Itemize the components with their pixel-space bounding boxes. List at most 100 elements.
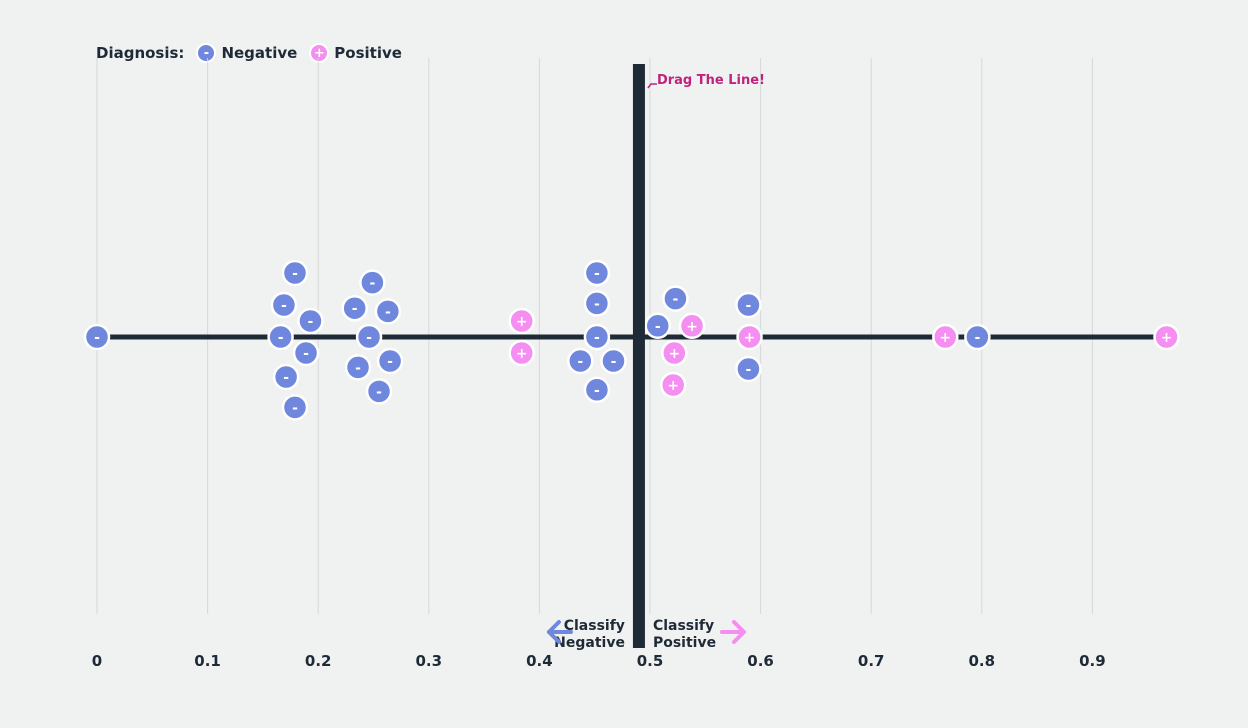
negative-point: - (735, 355, 762, 383)
minus-icon: - (387, 354, 393, 370)
point-marker (365, 378, 393, 405)
minus-icon: - (385, 304, 391, 320)
negative-point: - (344, 354, 372, 381)
negative-point: - (267, 323, 294, 351)
point-marker (292, 339, 320, 367)
plus-icon: + (686, 319, 698, 335)
point-marker (678, 312, 706, 340)
plus-icon: + (516, 346, 528, 362)
minus-icon: - (673, 292, 679, 308)
minus-icon: - (366, 330, 372, 346)
x-tick-label: 0.9 (1079, 652, 1106, 670)
point-marker (270, 291, 298, 319)
negative-point: - (600, 347, 627, 375)
point-marker (508, 307, 535, 335)
threshold-group[interactable]: Drag The Line!ClassifyNegativeClassifyPo… (546, 64, 765, 651)
x-tick-label: 0.8 (969, 652, 996, 670)
minus-icon: - (303, 346, 309, 362)
negative-point: - (365, 378, 393, 405)
positive-point: + (508, 339, 535, 367)
minus-icon: - (655, 319, 661, 335)
negative-point: - (359, 269, 386, 296)
legend-negative-label: Negative (221, 44, 298, 62)
legend-item-negative: - Negative (196, 43, 297, 63)
minus-icon: - (594, 266, 600, 282)
point-marker (932, 323, 959, 351)
classify-positive-label: Positive (653, 635, 716, 651)
positive-point: + (508, 307, 535, 335)
point-marker (736, 323, 763, 351)
point-marker (661, 339, 688, 367)
threshold-line[interactable] (632, 64, 645, 648)
positive-point: + (1153, 323, 1180, 351)
positive-point: + (661, 339, 688, 367)
negative-point: - (292, 339, 320, 367)
arrow-right-icon (719, 620, 746, 644)
negative-point: - (964, 323, 991, 351)
minus-icon: - (974, 330, 980, 346)
negative-point: - (662, 285, 689, 312)
point-marker (735, 355, 762, 383)
negative-point: - (83, 323, 111, 351)
point-marker (344, 354, 372, 381)
point-marker (376, 347, 404, 375)
point-marker (341, 294, 368, 322)
classify-negative-label: Negative (554, 635, 625, 651)
plus-icon: + (667, 378, 679, 394)
point-marker (374, 298, 402, 325)
point-marker (583, 323, 611, 351)
x-tick-label: 0.1 (194, 652, 221, 670)
point-marker (735, 291, 762, 319)
negative-point: - (281, 394, 309, 421)
negative-point: - (735, 291, 762, 319)
point-marker (583, 290, 611, 317)
x-tick-label: 0.6 (747, 652, 774, 670)
negative-point: - (583, 323, 611, 351)
positive-symbol-icon: + (309, 43, 330, 63)
legend-title: Diagnosis: (96, 44, 185, 62)
plus-icon: + (744, 330, 756, 346)
point-marker (567, 347, 594, 375)
point-marker (662, 285, 689, 312)
data-points: ---------- --------- -------++++++ + + (83, 259, 1180, 421)
x-tick-label: 0 (92, 652, 102, 670)
plus-icon: + (516, 314, 528, 330)
positive-point: + (659, 371, 687, 399)
drag-the-line-label: Drag The Line! (657, 73, 765, 88)
minus-icon: - (746, 298, 752, 314)
point-marker (1153, 323, 1180, 351)
negative-point: - (644, 312, 671, 340)
point-marker (583, 259, 611, 287)
point-marker (600, 347, 627, 375)
negative-point: - (374, 298, 402, 325)
point-marker (267, 323, 294, 351)
negative-point: - (297, 307, 324, 335)
minus-icon: - (94, 330, 100, 346)
point-marker (644, 312, 671, 340)
x-tick-label: 0.2 (305, 652, 332, 670)
negative-point: - (583, 259, 611, 287)
minus-icon: - (352, 301, 358, 317)
point-marker (281, 394, 309, 421)
positive-point: + (678, 312, 706, 340)
negative-point: - (567, 347, 594, 375)
negative-point: - (583, 376, 611, 404)
minus-icon: - (281, 298, 287, 314)
minus-icon: - (292, 400, 298, 416)
negative-point: - (341, 294, 368, 322)
point-marker (297, 307, 324, 335)
negative-point: - (355, 323, 383, 351)
negative-point: - (281, 259, 309, 287)
minus-icon: - (355, 360, 361, 376)
point-marker (355, 323, 383, 351)
minus-icon: - (369, 276, 375, 292)
point-marker (83, 323, 111, 351)
negative-point: - (272, 363, 300, 391)
negative-point: - (583, 290, 611, 317)
positive-point: + (932, 323, 959, 351)
classify-positive-label: Classify (653, 618, 714, 634)
minus-icon: - (376, 384, 382, 400)
minus-icon: - (594, 383, 600, 399)
